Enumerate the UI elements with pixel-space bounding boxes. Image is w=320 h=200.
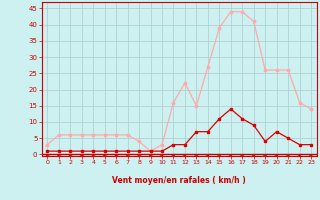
- X-axis label: Vent moyen/en rafales ( km/h ): Vent moyen/en rafales ( km/h ): [112, 176, 246, 185]
